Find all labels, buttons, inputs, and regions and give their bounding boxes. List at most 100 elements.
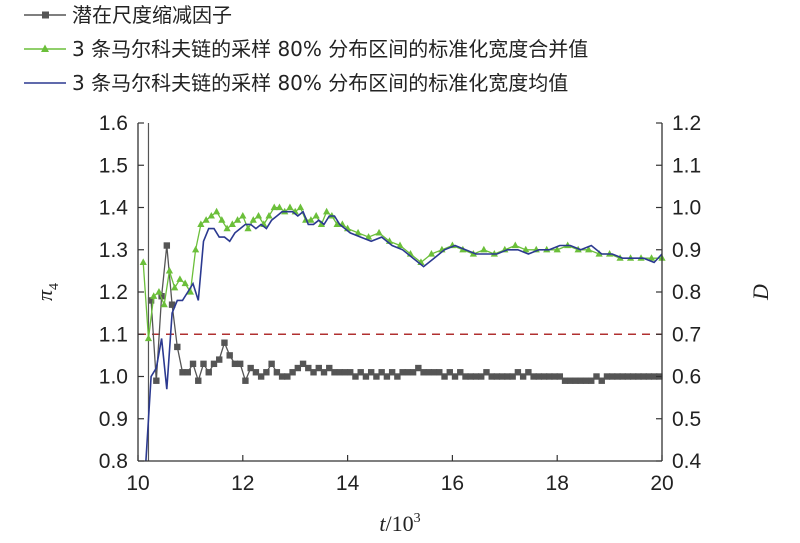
data-point (270, 203, 278, 211)
y-left-tick-label: 1.2 (99, 281, 128, 304)
data-point (307, 216, 315, 223)
y-right-tick-label: 1.2 (672, 112, 701, 135)
data-point (233, 216, 242, 223)
legend: 潜在尺度缩减因子 3 条马尔科夫链的采样 80% 分布区间的标准化宽度合并值 3 条… (24, 3, 588, 95)
data-point (540, 373, 548, 380)
series-line (145, 210, 663, 462)
x-tick-label: 12 (231, 472, 254, 495)
series-1 (139, 203, 666, 342)
data-point (150, 292, 158, 299)
data-point (388, 369, 396, 376)
data-point (572, 377, 579, 384)
data-point (399, 369, 406, 376)
data-point (265, 211, 273, 219)
data-point (640, 373, 647, 380)
data-point (336, 369, 343, 376)
data-point (598, 377, 605, 384)
data-point (226, 352, 233, 359)
data-point (441, 373, 448, 380)
svg-text:π4: π4 (32, 283, 62, 301)
data-point (352, 373, 359, 380)
data-point (139, 258, 147, 266)
data-point (425, 369, 433, 376)
data-point (195, 377, 202, 384)
data-point (509, 373, 516, 380)
data-point (593, 373, 600, 380)
data-point (367, 369, 375, 376)
y-left-tick-label: 0.9 (99, 408, 128, 431)
data-point (284, 373, 291, 380)
x-tick-label: 16 (441, 472, 464, 495)
legend-label: 潜在尺度缩减因子 (72, 3, 232, 27)
data-point (296, 203, 305, 211)
data-point (218, 216, 226, 223)
data-point (396, 241, 404, 249)
data-point (551, 373, 558, 380)
data-point (239, 211, 247, 219)
series-2 (145, 210, 663, 462)
data-point (373, 373, 380, 380)
data-point (472, 373, 480, 380)
data-point (614, 373, 621, 380)
data-point (629, 373, 637, 380)
x-tick-label: 18 (546, 472, 569, 495)
data-point (603, 373, 611, 380)
data-point (647, 254, 656, 261)
data-point (242, 377, 249, 384)
y-left-tick-label: 1.3 (99, 239, 128, 262)
y-left-tick-label: 1.6 (99, 112, 128, 135)
legend-label: 3 条马尔科夫链的采样 80% 分布区间的标准化宽度合并值 (72, 37, 588, 61)
data-point (394, 373, 401, 380)
data-point (317, 220, 325, 227)
data-point (299, 360, 307, 368)
data-point (221, 339, 228, 346)
data-point (446, 369, 453, 376)
legend-item-1: 3 条马尔科夫链的采样 80% 分布区间的标准化宽度合并值 (24, 37, 588, 61)
data-point (263, 369, 270, 376)
data-point (650, 373, 658, 380)
data-point (619, 373, 626, 380)
data-point (273, 369, 281, 376)
data-point (244, 224, 252, 232)
data-point (383, 373, 391, 380)
data-point (354, 228, 362, 236)
data-point (357, 369, 364, 376)
data-point (207, 211, 215, 219)
data-point (236, 360, 244, 368)
data-point (483, 369, 490, 376)
y-right-tick-label: 0.4 (672, 450, 702, 473)
data-point (202, 216, 210, 223)
data-point (333, 220, 341, 227)
y-right-tick-label: 1.1 (672, 154, 701, 177)
axes: 10 12 14 16 18 20 0.8 0.9 1.0 1.1 1.2 1.3 1.4 1.5 1.6 0… (32, 112, 773, 536)
data-point (375, 228, 383, 236)
data-point (144, 334, 153, 342)
data-point (478, 373, 485, 380)
data-point (312, 211, 320, 219)
series-line (150, 245, 660, 383)
data-point (268, 360, 275, 368)
data-point (278, 373, 286, 380)
data-point (514, 369, 522, 376)
legend-item-2: 3 条马尔科夫链的采样 80% 分布区间的标准化宽度均值 (24, 71, 568, 95)
legend-label: 3 条马尔科夫链的采样 80% 分布区间的标准化宽度均值 (72, 71, 568, 95)
x-axis-label: t/103 (379, 511, 420, 536)
data-point (179, 369, 186, 376)
y-right-tick-label: 0.9 (672, 239, 701, 262)
data-point (305, 364, 312, 372)
data-point (228, 220, 236, 227)
data-point (168, 301, 176, 308)
data-point (181, 279, 189, 287)
y-left-tick-label: 1.1 (99, 323, 128, 346)
y-right-tick-label: 0.5 (672, 408, 701, 431)
data-point (451, 373, 459, 380)
y-right-tick-label: 0.7 (672, 323, 701, 346)
legend-item-0: 潜在尺度缩减因子 (24, 3, 232, 27)
data-point (493, 373, 501, 380)
data-point (504, 373, 511, 380)
data-point (200, 360, 207, 368)
data-point (286, 203, 294, 211)
data-point (205, 369, 212, 376)
y-left-tick-label: 1.4 (99, 197, 129, 220)
data-point (522, 245, 530, 253)
